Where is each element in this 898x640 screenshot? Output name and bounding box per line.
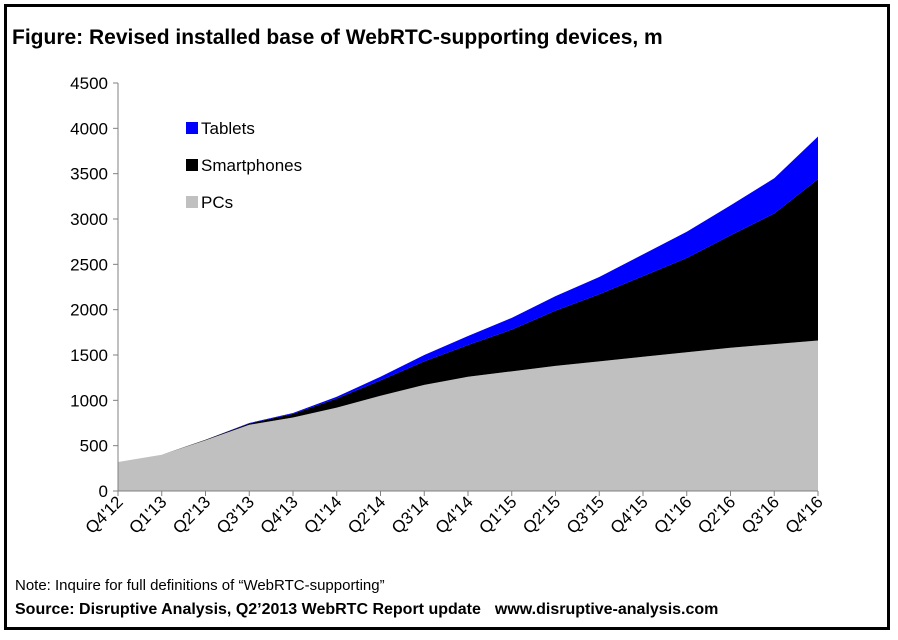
legend-swatch-tablets xyxy=(186,122,198,134)
source-text: Source: Disruptive Analysis, Q2’2013 Web… xyxy=(15,601,481,618)
x-tick-label: Q1'14 xyxy=(300,492,345,537)
x-tick-label: Q2'15 xyxy=(519,492,564,537)
x-tick-label: Q3'14 xyxy=(388,492,433,537)
y-tick-label: 500 xyxy=(80,437,108,456)
source-url: www.disruptive-analysis.com xyxy=(494,601,719,618)
y-tick-label: 1000 xyxy=(70,391,108,410)
x-tick-label: Q2'13 xyxy=(169,492,214,537)
area-pcs xyxy=(118,340,818,491)
x-tick-label: Q2'16 xyxy=(694,492,739,537)
legend-label-smartphones: Smartphones xyxy=(201,156,302,175)
y-tick-label: 0 xyxy=(99,482,108,501)
y-axis-ticks: 0 500 1000 1500 2000 2500 3000 3500 4000 4500 xyxy=(70,74,118,501)
series-areas xyxy=(118,136,818,491)
x-tick-label: Q2'14 xyxy=(344,492,389,537)
x-tick-label: Q3'16 xyxy=(738,492,783,537)
x-tick-label: Q3'15 xyxy=(563,492,608,537)
x-tick-label: Q4'13 xyxy=(257,492,302,537)
chart-title: Figure: Revised installed base of WebRTC… xyxy=(12,26,663,49)
legend-swatch-smartphones xyxy=(186,159,198,171)
y-tick-label: 3000 xyxy=(70,210,108,229)
x-tick-label: Q1'15 xyxy=(475,492,520,537)
y-tick-label: 4000 xyxy=(70,119,108,138)
y-tick-label: 2000 xyxy=(70,301,108,320)
x-axis-ticks: Q4'12Q1'13Q2'13Q3'13Q4'13Q1'14Q2'14Q3'14… xyxy=(82,491,827,538)
x-tick-label: Q3'13 xyxy=(213,492,258,537)
y-tick-label: 4500 xyxy=(70,74,108,93)
x-tick-label: Q4'14 xyxy=(432,492,477,537)
legend-swatch-pcs xyxy=(186,196,198,208)
x-tick-label: Q1'16 xyxy=(650,492,695,537)
y-tick-label: 3500 xyxy=(70,165,108,184)
legend: Tablets Smartphones PCs xyxy=(186,119,302,212)
legend-label-tablets: Tablets xyxy=(201,119,255,138)
y-tick-label: 1500 xyxy=(70,346,108,365)
x-tick-label: Q4'15 xyxy=(607,492,652,537)
legend-label-pcs: PCs xyxy=(201,193,233,212)
y-tick-label: 2500 xyxy=(70,255,108,274)
x-tick-label: Q4'16 xyxy=(782,492,827,537)
area-smartphones xyxy=(118,179,818,462)
x-tick-label: Q1'13 xyxy=(125,492,170,537)
source-line: Source: Disruptive Analysis, Q2’2013 Web… xyxy=(15,601,718,619)
footnote: Note: Inquire for full definitions of “W… xyxy=(15,577,385,594)
